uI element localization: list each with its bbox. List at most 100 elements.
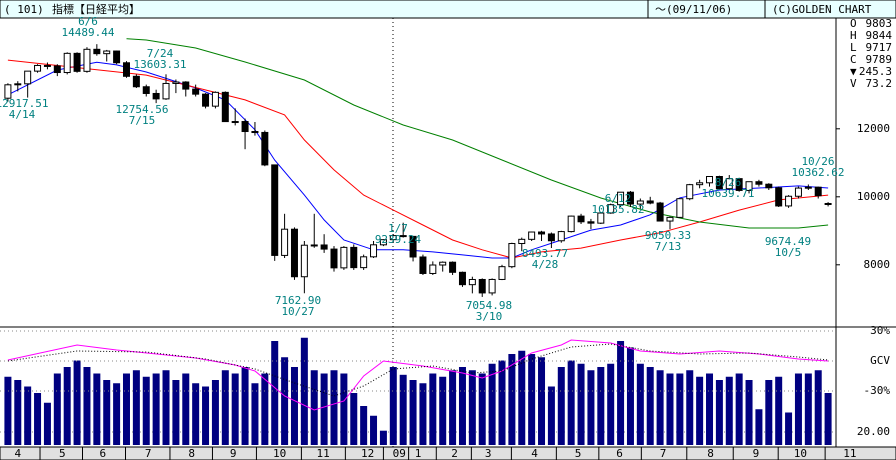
annotation: 3/10 (476, 310, 503, 323)
candle-body (646, 200, 654, 204)
oscillator-tick-label: GCV (870, 354, 890, 367)
candle-body (24, 70, 32, 85)
header-date: ～(09/11/06) (655, 3, 732, 16)
annotation: 7/13 (655, 240, 682, 253)
annotation: 14489.44 (62, 26, 115, 39)
x-tick-label: 11 (843, 447, 856, 460)
annotation: 10362.62 (792, 166, 845, 179)
candle-body (53, 65, 61, 74)
annotation: 1/7 (388, 222, 408, 235)
volume-bar (152, 373, 160, 445)
volume-bar (231, 373, 239, 445)
candle-body (804, 186, 812, 189)
candle-body (765, 183, 773, 189)
annotation: 10/27 (281, 305, 314, 318)
candle-body (330, 248, 338, 269)
candle-body (221, 91, 229, 123)
volume-bar (4, 376, 12, 445)
candle-body (488, 278, 496, 294)
candle-body (814, 186, 822, 197)
candle-body (518, 238, 526, 245)
volume-bar (103, 380, 111, 445)
x-tick-label: 10 (273, 447, 286, 460)
volume-bar (310, 370, 318, 445)
candle-body (439, 261, 447, 266)
candle-body (607, 204, 615, 214)
volume-bar (765, 380, 773, 445)
volume-bar (785, 412, 793, 445)
volume-bar (202, 386, 210, 445)
volume-bar (271, 341, 279, 445)
candle-body (340, 246, 348, 269)
x-tick-label: 7 (660, 447, 667, 460)
volume-bar (508, 354, 516, 445)
x-tick-label: 9 (753, 447, 760, 460)
candle-body (498, 266, 506, 280)
volume-bar (350, 393, 358, 445)
candle-body (755, 181, 763, 185)
candle-body (696, 182, 704, 186)
x-tick-label: 09 (393, 447, 406, 460)
y-tick-label: 12000 (857, 122, 890, 135)
moving-average (7, 61, 829, 259)
x-tick-label: 4 (14, 447, 21, 460)
volume-bar (538, 357, 546, 445)
volume-bar (53, 373, 61, 445)
candle-body (715, 176, 723, 190)
volume-bar (547, 386, 555, 445)
volume-bar (409, 380, 417, 445)
volume-bar (458, 367, 466, 445)
volume-bar (755, 409, 763, 445)
volume-bar (172, 380, 180, 445)
volume-bar (478, 373, 486, 445)
oscillator-line (7, 339, 829, 411)
volume-bar (192, 383, 200, 445)
candle-body (409, 235, 417, 258)
volume-bar (142, 376, 150, 445)
candle-body (172, 81, 180, 84)
candle-body (132, 75, 140, 88)
candle-body (350, 246, 358, 269)
volume-bar (686, 370, 694, 445)
quote-key: C (850, 53, 857, 66)
candle-body (211, 91, 219, 107)
candle-body (676, 198, 684, 218)
annotation: 10/26 (801, 155, 834, 168)
candle-body (794, 187, 802, 197)
candle-body (261, 131, 269, 166)
candle-body (113, 50, 121, 64)
oscillator-tick-label: -30% (864, 384, 891, 397)
candle-body (192, 88, 200, 95)
volume-bar (488, 363, 496, 445)
volume-bar (73, 360, 81, 445)
volume-bar (132, 370, 140, 445)
annotation: 4/28 (532, 258, 559, 271)
candle-body (360, 256, 368, 269)
candle-body (785, 195, 793, 207)
x-tick-label: 4 (531, 447, 538, 460)
volume-bar (814, 370, 822, 445)
annotation: 12917.51 (0, 97, 48, 110)
volume-bar (676, 373, 684, 445)
annotation: 9239.24 (375, 233, 422, 246)
x-tick-label: 8 (188, 447, 195, 460)
x-tick-label: 10 (794, 447, 807, 460)
volume-bar (63, 367, 71, 445)
x-tick-label: 6 (99, 447, 106, 460)
oscillator-tick-label: 30% (870, 324, 890, 337)
candle-body (468, 278, 476, 286)
candle-body (251, 131, 259, 134)
annotation: 12754.56 (116, 103, 169, 116)
quote-key: O (850, 17, 857, 30)
volume-bar (281, 357, 289, 445)
quote-key: H (850, 29, 857, 42)
volume-bar (715, 380, 723, 445)
volume-bar (43, 402, 51, 445)
annotation: 9050.33 (645, 229, 691, 242)
candle-body (122, 62, 130, 77)
candle-body (290, 228, 298, 278)
x-tick-label: 6 (616, 447, 623, 460)
candle-body (587, 221, 595, 224)
quote-value: 9717 (866, 41, 893, 54)
